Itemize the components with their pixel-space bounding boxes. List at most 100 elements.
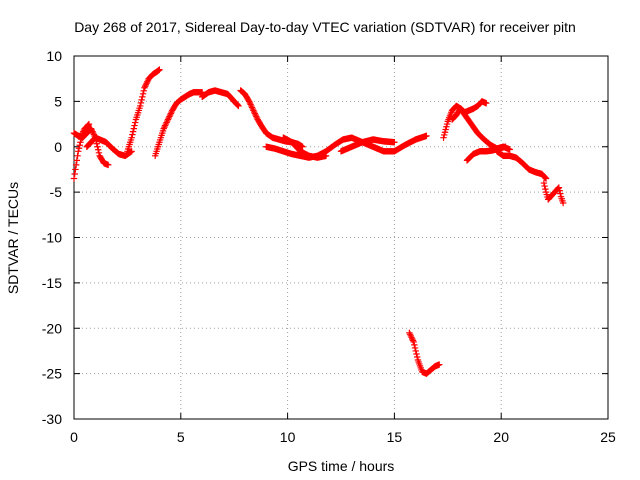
data-point xyxy=(245,98,253,105)
y-tick-label: -25 xyxy=(42,366,62,382)
data-point xyxy=(130,125,138,132)
data-point xyxy=(160,125,167,132)
series-arc16 xyxy=(493,148,550,182)
data-point xyxy=(413,353,421,361)
data-point xyxy=(71,170,78,178)
data-point xyxy=(248,102,255,110)
data-point xyxy=(129,128,137,135)
x-tick-label: 5 xyxy=(177,429,185,445)
data-point xyxy=(409,335,416,343)
y-tick-label: -10 xyxy=(42,230,62,246)
data-point xyxy=(87,125,95,132)
data-point xyxy=(142,81,150,88)
data-point xyxy=(155,67,162,74)
data-point xyxy=(542,174,549,181)
data-point xyxy=(89,128,96,135)
data-point xyxy=(322,152,330,160)
data-point xyxy=(129,131,136,138)
data-point xyxy=(555,184,563,191)
chart-title: Day 268 of 2017, Sidereal Day-to-day VTE… xyxy=(74,19,576,35)
data-point xyxy=(137,102,144,110)
data-point xyxy=(436,361,443,368)
y-tick-label: -5 xyxy=(50,184,63,200)
series-arc9 xyxy=(280,134,330,161)
data-point xyxy=(556,187,563,194)
series-arc4 xyxy=(124,66,163,155)
data-point xyxy=(412,347,419,355)
data-point xyxy=(85,121,92,129)
data-point xyxy=(253,113,260,120)
y-tick-label: -20 xyxy=(42,320,62,336)
data-point xyxy=(542,185,549,193)
data-point xyxy=(128,134,135,141)
data-point xyxy=(164,117,171,125)
data-point xyxy=(557,190,564,197)
data-point xyxy=(166,111,174,119)
data-point xyxy=(139,90,147,98)
data-point xyxy=(95,149,103,156)
data-point xyxy=(250,108,258,116)
data-point xyxy=(541,173,548,181)
y-tick-label: 10 xyxy=(46,48,62,64)
data-point xyxy=(75,145,83,152)
data-point xyxy=(406,331,414,338)
data-point xyxy=(166,113,173,120)
series-arc5 xyxy=(151,89,206,160)
series-arc17 xyxy=(540,179,567,207)
x-axis-label: GPS time / hours xyxy=(288,458,395,474)
data-point xyxy=(70,175,78,182)
data-point xyxy=(250,107,257,114)
data-point xyxy=(72,161,80,169)
series-arc11 xyxy=(348,132,430,155)
series-arc3 xyxy=(83,134,135,160)
y-tick-label: -15 xyxy=(42,275,62,291)
data-point xyxy=(252,111,259,119)
data-point xyxy=(249,105,256,113)
data-point xyxy=(408,334,415,341)
data-point xyxy=(164,116,172,123)
data-point xyxy=(88,126,95,134)
data-point xyxy=(248,104,256,111)
data-point xyxy=(251,110,259,117)
data-point xyxy=(247,101,254,108)
data-point xyxy=(502,143,509,150)
data-point xyxy=(161,123,168,131)
data-point xyxy=(144,78,151,85)
data-point xyxy=(406,329,413,336)
data-point xyxy=(410,338,417,346)
data-point xyxy=(165,114,172,122)
data-point xyxy=(140,87,147,94)
data-point xyxy=(391,139,398,146)
x-tick-label: 0 xyxy=(70,429,78,445)
data-point xyxy=(142,83,149,90)
data-point xyxy=(235,102,242,110)
data-point xyxy=(409,337,417,344)
data-point xyxy=(132,119,139,126)
data-point xyxy=(137,99,145,107)
data-point xyxy=(76,142,83,149)
data-point xyxy=(167,110,175,117)
data-point xyxy=(154,67,162,75)
y-tick-label: 5 xyxy=(54,93,62,109)
x-tick-label: 20 xyxy=(493,429,509,445)
data-point xyxy=(423,132,430,140)
data-point xyxy=(156,66,163,73)
data-point xyxy=(407,332,414,340)
data-point xyxy=(85,120,93,128)
data-point xyxy=(506,146,513,153)
data-point xyxy=(559,199,567,207)
series-arc12 xyxy=(406,329,443,377)
data-point xyxy=(90,129,97,137)
data-point xyxy=(162,120,170,128)
data-point xyxy=(234,101,241,109)
series-arc2 xyxy=(70,125,112,169)
data-point xyxy=(143,80,150,87)
data-point xyxy=(138,96,145,104)
data-point xyxy=(95,146,102,153)
data-point xyxy=(541,182,548,190)
data-point xyxy=(93,140,100,147)
data-point xyxy=(139,93,146,101)
data-point xyxy=(131,122,138,129)
